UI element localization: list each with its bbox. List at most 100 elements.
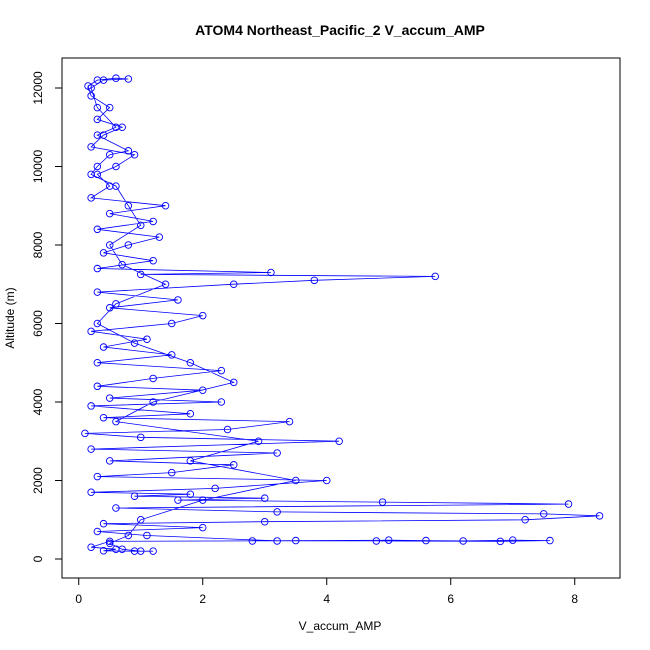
data-point (217, 398, 226, 406)
data-point (105, 209, 114, 218)
data-point (260, 494, 269, 502)
data-point (459, 537, 467, 545)
data-point (378, 498, 387, 506)
data-point (508, 536, 517, 544)
data-point (136, 547, 145, 555)
data-point (198, 311, 207, 320)
data-point (130, 492, 139, 500)
data-point (136, 433, 145, 442)
data-point (149, 374, 157, 383)
data-point (105, 150, 114, 159)
data-point (118, 260, 126, 269)
data-point (198, 523, 207, 532)
data-point (93, 162, 102, 171)
data-point (87, 327, 95, 336)
data-point (167, 351, 176, 359)
data-point (167, 468, 176, 477)
x-tick-label: 2 (199, 592, 206, 606)
data-point (198, 386, 207, 394)
data-point (93, 382, 102, 391)
data-point (105, 103, 114, 112)
data-point (186, 358, 195, 367)
data-point (149, 398, 157, 406)
data-point (124, 147, 133, 155)
data-point (93, 527, 102, 536)
data-point (87, 445, 95, 453)
data-point (93, 103, 102, 112)
data-point (124, 241, 133, 249)
data-point (229, 280, 238, 288)
data-point (211, 484, 219, 493)
data-point (291, 536, 300, 545)
data-point (335, 437, 343, 445)
data-point (112, 162, 120, 171)
data-point (93, 319, 102, 328)
data-point (223, 425, 232, 434)
data-point (155, 233, 164, 241)
y-tick-label: 8000 (31, 231, 45, 258)
data-point (124, 531, 133, 540)
data-point (105, 241, 114, 249)
y-tick-label: 12000 (31, 71, 45, 105)
data-point (87, 543, 95, 551)
data-point (546, 536, 554, 545)
data-point (229, 378, 238, 387)
data-point (198, 496, 207, 504)
data-point (167, 319, 176, 328)
data-point (217, 366, 226, 375)
data-point (93, 472, 102, 481)
data-point (87, 84, 95, 92)
data-point (186, 410, 195, 418)
data-point (87, 143, 95, 151)
data-point (285, 417, 294, 426)
data-point (99, 343, 108, 351)
data-point (254, 437, 263, 445)
data-point (81, 429, 89, 438)
data-point (87, 92, 95, 100)
data-point (136, 221, 145, 230)
data-point (130, 339, 139, 347)
data-point (87, 194, 95, 202)
data-point (161, 280, 170, 288)
x-axis-label: V_accum_AMP (299, 619, 382, 633)
data-point (112, 74, 120, 82)
data-point (93, 358, 102, 367)
x-tick-label: 4 (323, 592, 330, 606)
data-point (112, 300, 120, 308)
data-point (99, 76, 108, 84)
data-point (130, 150, 139, 159)
data-point (87, 488, 95, 497)
data-point (174, 496, 182, 504)
data-point (143, 335, 151, 343)
x-tick-label: 6 (447, 592, 454, 606)
data-point (118, 545, 126, 553)
data-point (431, 272, 439, 281)
data-point (267, 268, 275, 277)
data-point (422, 536, 430, 545)
data-line (84, 77, 600, 552)
y-tick-label: 0 (31, 555, 45, 562)
data-point (124, 201, 133, 210)
data-point (539, 510, 548, 518)
data-point (105, 304, 114, 312)
data-point (99, 249, 108, 257)
data-point (291, 476, 300, 485)
data-point (322, 476, 331, 485)
data-point (112, 504, 120, 512)
data-point (260, 517, 269, 526)
data-point (124, 75, 133, 83)
data-point (105, 537, 114, 546)
data-point (93, 264, 102, 273)
data-point (273, 449, 281, 457)
data-point (229, 461, 238, 469)
data-point (136, 516, 145, 524)
data-point (99, 547, 108, 555)
data-point (105, 539, 114, 548)
data-point (248, 537, 257, 545)
x-tick-label: 8 (571, 592, 578, 606)
data-point (93, 225, 102, 234)
data-point (149, 256, 157, 265)
data-point (310, 276, 319, 285)
data-point (105, 394, 114, 402)
